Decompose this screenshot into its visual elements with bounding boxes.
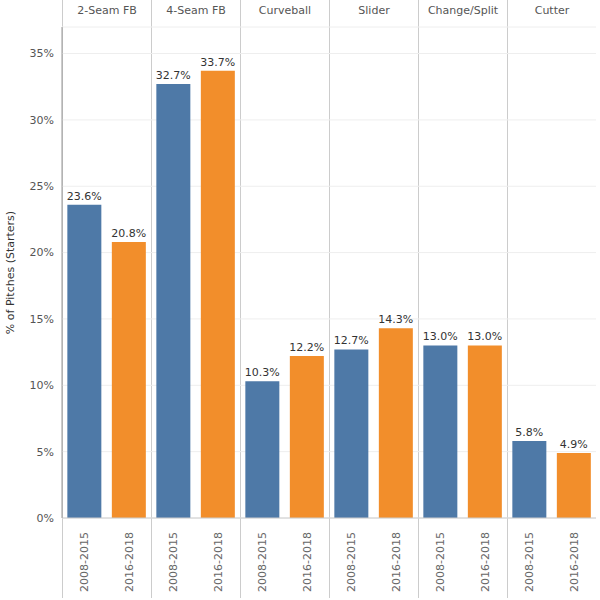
svg-text:4.9%: 4.9% — [560, 438, 588, 451]
svg-text:23.6%: 23.6% — [67, 190, 102, 203]
svg-text:0%: 0% — [37, 512, 54, 525]
svg-text:32.7%: 32.7% — [156, 69, 191, 82]
svg-text:35%: 35% — [30, 47, 54, 60]
html-text:Curveball: Curveball — [258, 4, 312, 17]
svg-text:20%: 20% — [30, 246, 54, 259]
html-text:Cutter: Cutter — [534, 4, 570, 17]
svg-text:2008-2015: 2008-2015 — [345, 532, 358, 592]
svg-text:10.3%: 10.3% — [245, 366, 280, 379]
svg-text:2008-2015: 2008-2015 — [256, 532, 269, 592]
svg-text:20.8%: 20.8% — [111, 227, 146, 240]
svg-text:2016-2018: 2016-2018 — [301, 532, 314, 592]
html-text:4-Seam FB: 4-Seam FB — [166, 4, 226, 17]
svg-text:2008-2015: 2008-2015 — [78, 532, 91, 592]
svg-text:5%: 5% — [37, 446, 54, 459]
html-text:2-Seam FB: 2-Seam FB — [77, 4, 137, 17]
svg-text:2016-2018: 2016-2018 — [479, 532, 492, 592]
svg-text:14.3%: 14.3% — [378, 313, 413, 326]
svg-text:30%: 30% — [30, 114, 54, 127]
svg-text:2016-2018: 2016-2018 — [123, 532, 136, 592]
svg-text:2008-2015: 2008-2015 — [434, 532, 447, 592]
svg-text:15%: 15% — [30, 313, 54, 326]
html-text:Slider: Slider — [358, 4, 390, 17]
svg-text:% of Pitches (Starters): % of Pitches (Starters) — [8, 211, 17, 334]
svg-text:2016-2018: 2016-2018 — [212, 532, 225, 592]
svg-text:5.8%: 5.8% — [515, 426, 543, 439]
svg-text:2016-2018: 2016-2018 — [390, 532, 403, 592]
svg-text:2016-2018: 2016-2018 — [568, 532, 581, 592]
svg-text:13.0%: 13.0% — [467, 330, 502, 343]
svg-text:10%: 10% — [30, 379, 54, 392]
svg-text:12.2%: 12.2% — [289, 341, 324, 354]
svg-text:25%: 25% — [30, 180, 54, 193]
svg-text:33.7%: 33.7% — [200, 56, 235, 69]
svg-text:12.7%: 12.7% — [334, 334, 369, 347]
html-text:Change/Split: Change/Split — [427, 4, 499, 17]
svg-text:2008-2015: 2008-2015 — [523, 532, 536, 592]
svg-text:2008-2015: 2008-2015 — [167, 532, 180, 592]
svg-text:13.0%: 13.0% — [423, 330, 458, 343]
